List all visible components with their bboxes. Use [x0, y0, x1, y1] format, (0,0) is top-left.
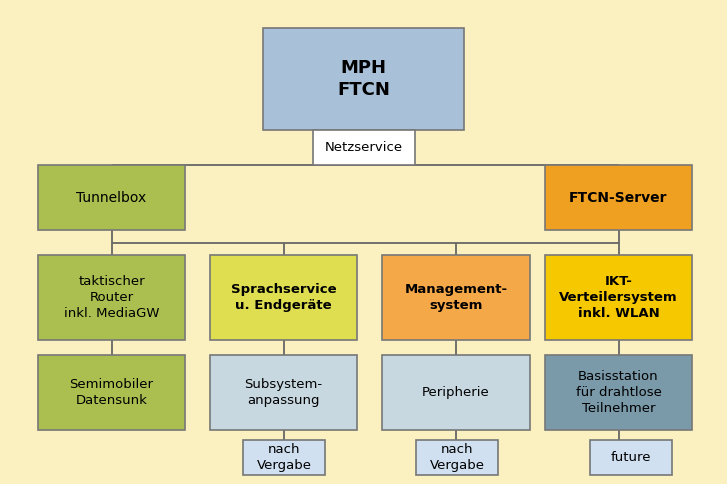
- FancyBboxPatch shape: [38, 355, 185, 430]
- FancyBboxPatch shape: [416, 440, 498, 475]
- Text: Peripherie: Peripherie: [422, 386, 490, 399]
- Text: Tunnelbox: Tunnelbox: [76, 191, 147, 205]
- FancyBboxPatch shape: [38, 165, 185, 230]
- Text: IKT-
Verteilersystem
inkl. WLAN: IKT- Verteilersystem inkl. WLAN: [559, 275, 678, 320]
- Text: Netzservice: Netzservice: [325, 141, 403, 154]
- FancyBboxPatch shape: [545, 165, 692, 230]
- FancyBboxPatch shape: [263, 28, 464, 130]
- Text: Semimobiler
Datensunk: Semimobiler Datensunk: [70, 378, 153, 407]
- Text: nach
Vergabe: nach Vergabe: [257, 443, 311, 472]
- FancyBboxPatch shape: [38, 255, 185, 340]
- FancyBboxPatch shape: [210, 255, 357, 340]
- Text: future: future: [611, 451, 651, 464]
- Text: Basisstation
für drahtlose
Teilnehmer: Basisstation für drahtlose Teilnehmer: [576, 370, 662, 415]
- FancyBboxPatch shape: [382, 355, 530, 430]
- FancyBboxPatch shape: [382, 255, 530, 340]
- Text: taktischer
Router
inkl. MediaGW: taktischer Router inkl. MediaGW: [64, 275, 159, 320]
- Text: Sprachservice
u. Endgeräte: Sprachservice u. Endgeräte: [230, 283, 337, 312]
- FancyBboxPatch shape: [243, 440, 325, 475]
- FancyBboxPatch shape: [210, 355, 357, 430]
- Text: Subsystem-
anpassung: Subsystem- anpassung: [244, 378, 323, 407]
- Text: nach
Vergabe: nach Vergabe: [430, 443, 484, 472]
- Text: FTCN-Server: FTCN-Server: [569, 191, 668, 205]
- FancyBboxPatch shape: [313, 130, 415, 165]
- Text: MPH
FTCN: MPH FTCN: [337, 59, 390, 99]
- FancyBboxPatch shape: [545, 355, 692, 430]
- FancyBboxPatch shape: [590, 440, 672, 475]
- FancyBboxPatch shape: [545, 255, 692, 340]
- Text: Management-
system: Management- system: [404, 283, 507, 312]
